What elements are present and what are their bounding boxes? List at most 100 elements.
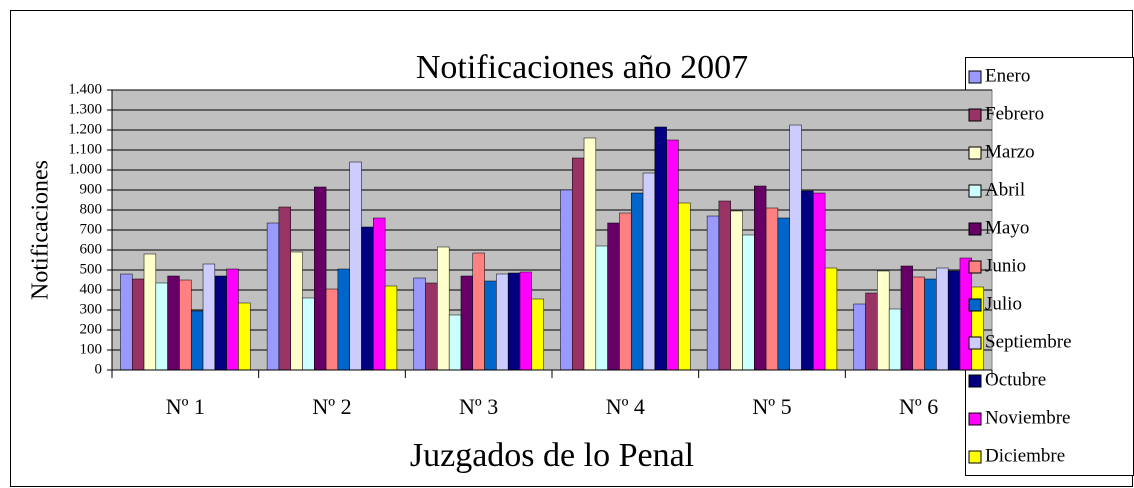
legend-swatch xyxy=(968,298,982,312)
bar xyxy=(361,226,374,371)
bar xyxy=(425,282,438,371)
bar xyxy=(571,157,585,371)
bar xyxy=(666,139,679,371)
bar xyxy=(238,302,251,371)
bar xyxy=(519,271,533,371)
bar xyxy=(325,288,339,371)
bar xyxy=(131,278,145,371)
bar xyxy=(619,212,632,371)
bar xyxy=(607,222,620,371)
legend-label: Enero xyxy=(985,65,1030,86)
y-tick-label: 700 xyxy=(80,221,103,237)
bar xyxy=(900,265,914,371)
y-axis-title: Notificaciones xyxy=(28,160,54,300)
legend-swatch xyxy=(968,412,982,426)
bar xyxy=(214,275,227,371)
bar xyxy=(865,292,878,371)
bar xyxy=(777,217,790,371)
x-tick-label: Nº 4 xyxy=(606,394,645,419)
bar xyxy=(437,246,450,371)
y-tick-label: 900 xyxy=(80,181,103,197)
legend-label: Julio xyxy=(985,293,1022,314)
legend-swatch xyxy=(968,108,982,122)
legend-swatch xyxy=(968,184,982,198)
bar xyxy=(654,126,667,371)
bar xyxy=(302,297,315,371)
legend-label: Febrero xyxy=(985,103,1044,124)
bar xyxy=(472,252,485,371)
bar xyxy=(167,275,180,371)
bar xyxy=(290,251,303,371)
bar xyxy=(507,272,521,371)
y-tick-label: 1.400 xyxy=(68,81,102,97)
legend-label: Diciembre xyxy=(985,445,1065,466)
bar xyxy=(120,273,133,371)
bar xyxy=(765,207,779,371)
x-tick-label: Nº 3 xyxy=(459,394,498,419)
bar xyxy=(143,253,157,371)
legend-swatch xyxy=(968,450,982,464)
bar xyxy=(349,161,362,371)
legend-label: Noviembre xyxy=(985,407,1070,428)
bar xyxy=(384,285,398,371)
bar xyxy=(630,192,644,371)
bar xyxy=(947,270,961,371)
legend-label: Octubre xyxy=(985,369,1046,390)
bar xyxy=(936,267,949,371)
y-tick-label: 400 xyxy=(80,281,103,297)
legend-swatch xyxy=(968,146,982,160)
bar xyxy=(314,186,327,371)
y-tick-label: 0 xyxy=(95,361,103,377)
y-tick-label: 1.200 xyxy=(68,121,102,137)
bar xyxy=(706,215,720,371)
bar xyxy=(912,276,925,371)
bar xyxy=(496,273,509,371)
bar xyxy=(266,222,280,371)
y-tick-label: 500 xyxy=(80,261,103,277)
legend-swatch xyxy=(968,222,982,236)
bar xyxy=(583,137,597,371)
legend-swatch xyxy=(968,260,982,274)
legend xyxy=(965,57,1134,476)
legend-swatch xyxy=(968,374,982,388)
bar xyxy=(718,200,731,371)
legend-label: Mayo xyxy=(985,217,1029,238)
y-tick-label: 300 xyxy=(80,301,103,317)
bar xyxy=(924,278,937,371)
bar xyxy=(484,280,497,371)
legend-label: Septiembre xyxy=(985,331,1072,352)
x-tick-label: Nº 2 xyxy=(312,394,351,419)
bar xyxy=(560,189,573,371)
bar xyxy=(202,263,216,371)
bar xyxy=(888,308,902,371)
y-tick-label: 800 xyxy=(80,201,103,217)
y-tick-label: 1.300 xyxy=(68,101,102,117)
bar xyxy=(642,172,656,371)
bar xyxy=(278,206,291,371)
chart-title: Notificaciones año 2007 xyxy=(416,49,748,86)
bar xyxy=(789,124,802,371)
bar xyxy=(877,270,890,371)
bar xyxy=(460,275,474,371)
bar xyxy=(337,268,350,371)
bar xyxy=(678,202,691,371)
bar xyxy=(413,277,426,371)
legend-label: Abril xyxy=(985,179,1025,200)
y-tick-label: 1.000 xyxy=(68,161,102,177)
bar xyxy=(448,314,462,371)
legend-label: Marzo xyxy=(985,141,1035,162)
bar xyxy=(531,298,544,371)
bar xyxy=(824,267,838,371)
bar xyxy=(595,245,608,371)
bar xyxy=(190,310,204,371)
legend-label: Junio xyxy=(985,255,1026,276)
legend-swatch xyxy=(968,336,982,350)
x-tick-label: Nº 6 xyxy=(899,394,938,419)
bar xyxy=(373,217,386,371)
y-tick-label: 600 xyxy=(80,241,103,257)
bar xyxy=(853,303,866,371)
bar xyxy=(742,234,755,371)
y-tick-label: 100 xyxy=(80,341,103,357)
x-axis-title: Juzgados de lo Penal xyxy=(410,437,694,474)
